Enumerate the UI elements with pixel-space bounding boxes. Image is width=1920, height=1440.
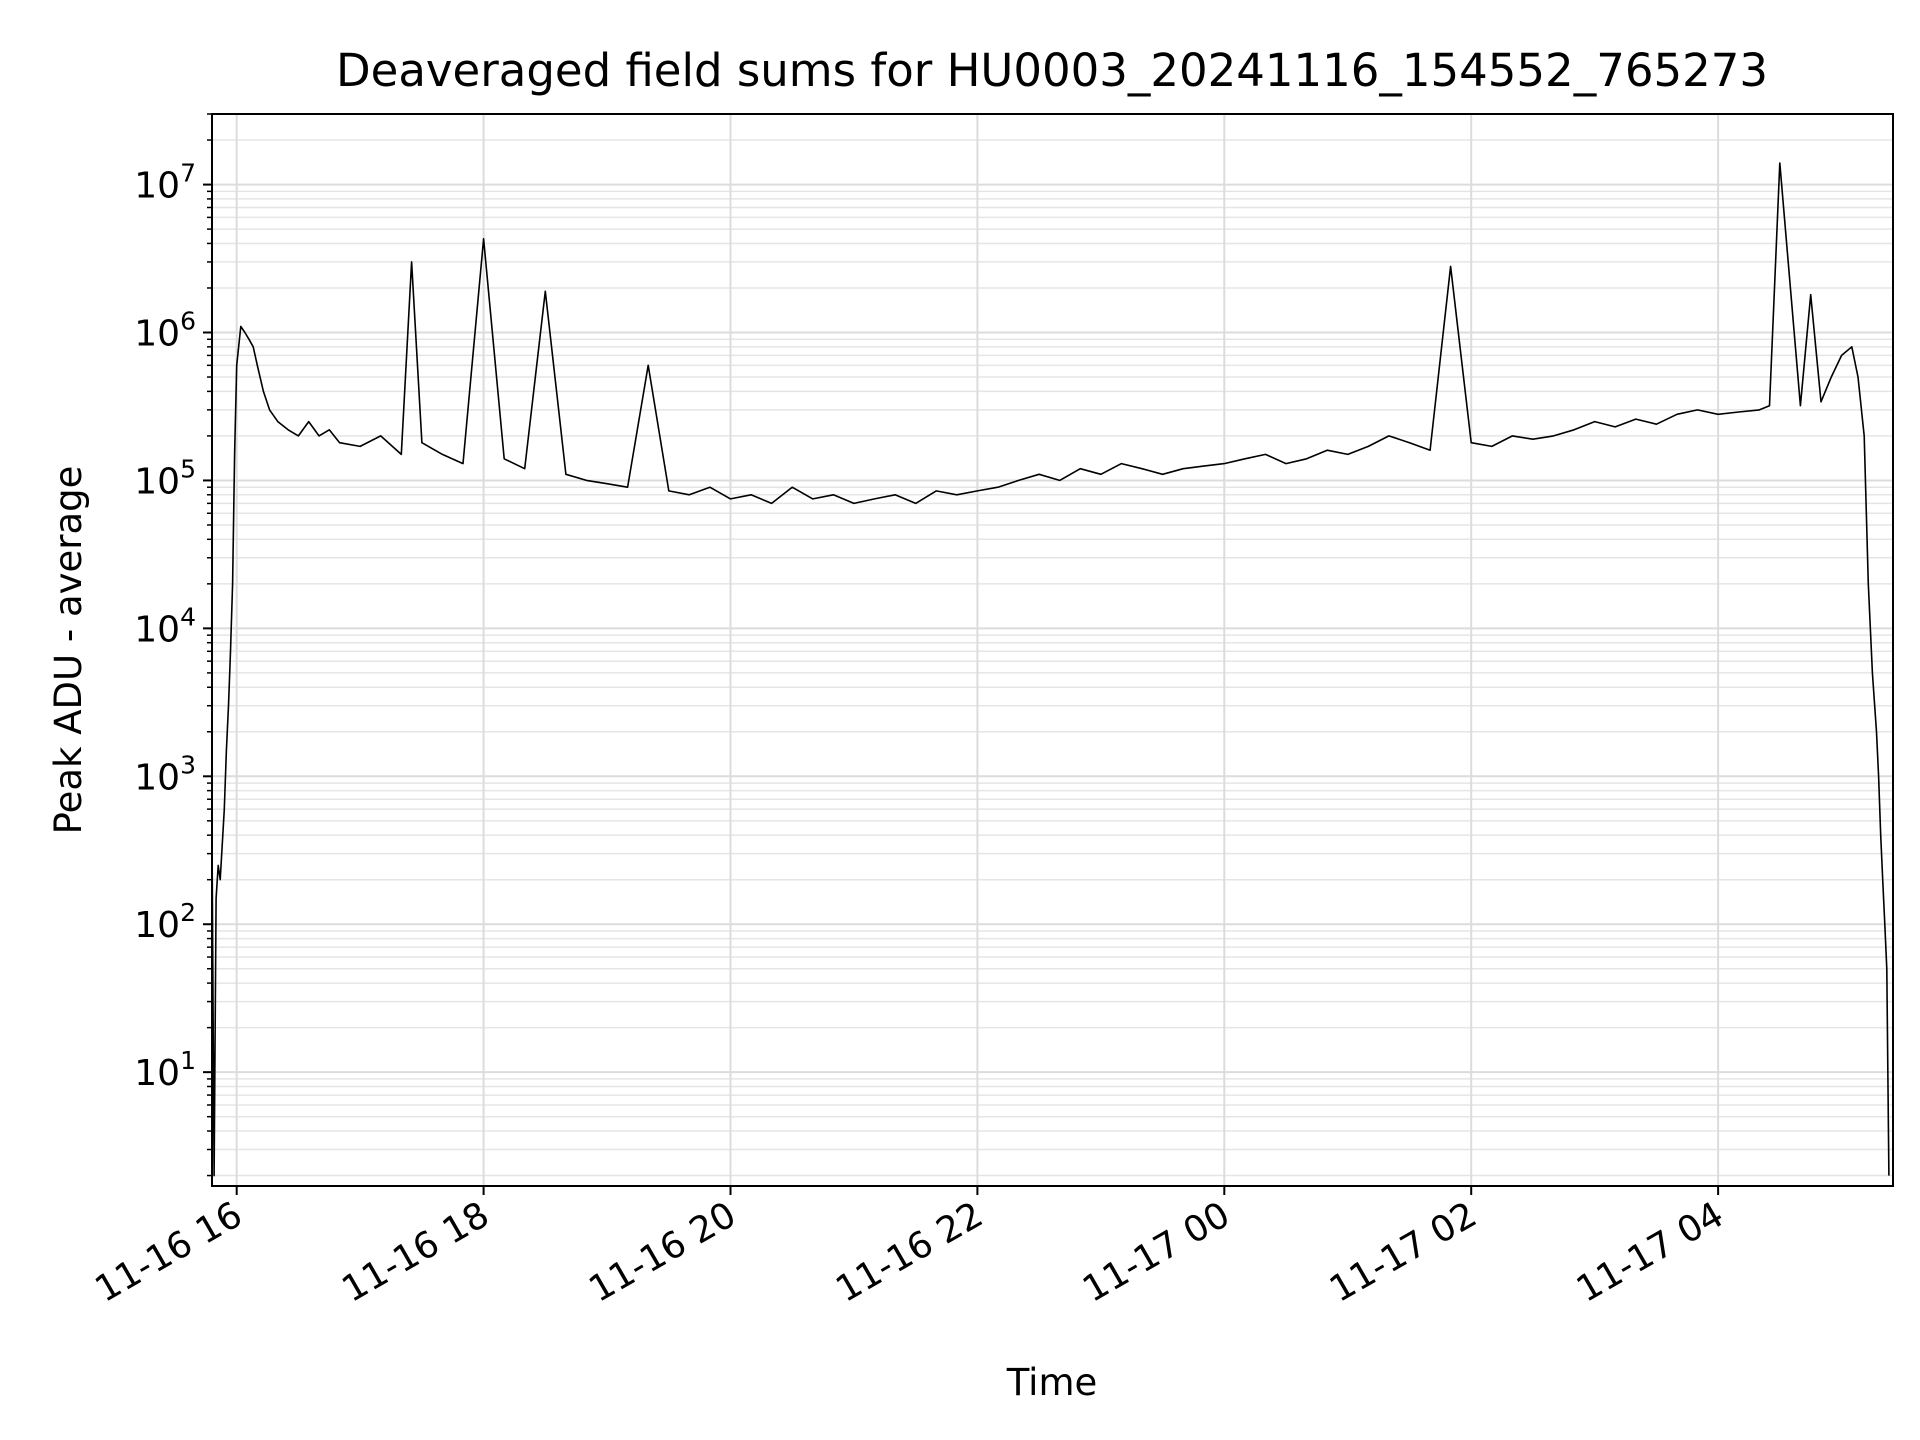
plot-frame [211,113,1894,1187]
y-axis-title: Peak ADU - average [47,466,90,835]
y-tick-label: 107 [134,159,196,207]
series-line [211,162,1890,1177]
y-tick-label: 102 [134,898,196,946]
y-tick-label: 103 [134,750,196,798]
chart-title: Deaveraged field sums for HU0003_2024111… [336,44,1768,97]
y-tick-label: 104 [134,602,196,650]
y-tick-label: 106 [134,307,196,355]
series-layer [211,162,1890,1177]
y-tick-label: 101 [134,1046,196,1094]
x-axis-title: Time [1006,1361,1098,1404]
y-tick-label: 105 [134,454,196,502]
